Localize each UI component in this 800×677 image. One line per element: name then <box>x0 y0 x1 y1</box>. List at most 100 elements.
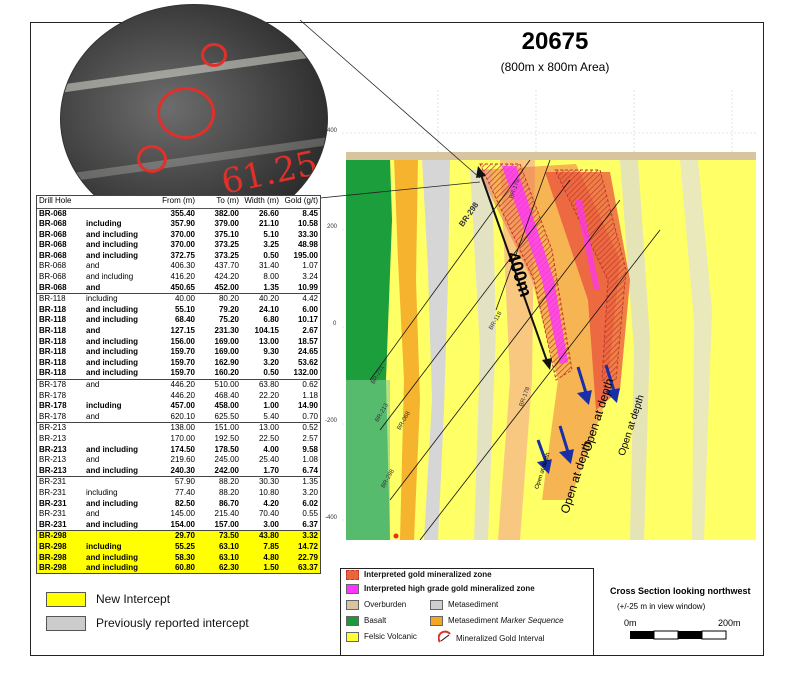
table-cell-gold: 132.00 <box>293 368 318 378</box>
table-cell-width: 0.50 <box>263 250 279 260</box>
table-cell-to: 80.20 <box>197 293 241 305</box>
table-row: BR-298 and including 60.80 62.30 1.50 63.37 <box>37 563 320 574</box>
table-cell-to: 375.10 <box>214 229 239 239</box>
table-cell-width: 5.40 <box>263 411 279 421</box>
table-cell-gold: 22.79 <box>281 552 320 564</box>
table-cell-from: 240.30 <box>170 465 195 475</box>
rock-legend: Interpreted gold mineralized zone Interp… <box>340 568 590 654</box>
table-cell-note: and including <box>86 368 138 378</box>
marker-label: Metasediment Marker Sequence <box>448 616 564 625</box>
table-cell-note: including <box>86 401 122 411</box>
interval-icon <box>438 630 451 643</box>
table-cell-hole: BR-178 <box>37 378 84 391</box>
table-cell-width: 40.20 <box>241 293 281 305</box>
table-row: BR-231 57.90 88.20 30.30 1.35 <box>37 476 320 488</box>
overburden-label: Overburden <box>364 600 407 609</box>
table-cell-note: and including <box>86 347 138 357</box>
table-row: BR-118 and including 55.10 79.20 24.10 6.00 <box>37 305 320 316</box>
table-cell-to: 242.00 <box>214 465 239 475</box>
table-cell-gold: 10.58 <box>297 219 318 229</box>
table-cell-hole: BR-118 <box>39 326 67 336</box>
elevation-label: 400 <box>327 128 338 134</box>
table-cell-hole: BR-178 <box>39 401 67 411</box>
table-cell-note: and including <box>86 336 138 346</box>
table-row: BR-298 29.70 73.50 43.80 3.32 <box>37 530 320 542</box>
table-cell-note: and <box>86 455 100 465</box>
table-cell-gold: 0.70 <box>302 411 318 421</box>
table-cell-from: 174.50 <box>170 444 195 454</box>
table-cell-gold: 53.62 <box>297 357 318 367</box>
table-cell-note: and <box>86 326 101 336</box>
table-cell-hole: BR-298 <box>37 563 84 574</box>
table-cell-width: 25.40 <box>258 455 279 465</box>
table-cell-gold: 2.57 <box>302 433 318 443</box>
table-cell-hole: BR-068 <box>39 272 67 282</box>
table-cell-note: and including <box>86 465 138 475</box>
table-cell-from: 620.10 <box>170 411 195 421</box>
table-cell-gold: 3.20 <box>302 487 318 497</box>
table-cell-width: 9.30 <box>263 347 279 357</box>
table-cell-note <box>84 208 154 219</box>
marker-swatch <box>430 616 443 626</box>
table-cell-width: 13.00 <box>258 336 279 346</box>
table-cell-gold: 6.37 <box>302 519 318 529</box>
table-cell-from: 416.20 <box>170 272 195 282</box>
table-cell-gold: 0.55 <box>302 509 318 519</box>
table-cell-to: 160.20 <box>214 368 239 378</box>
table-cell-width: 6.80 <box>263 315 279 325</box>
table-cell-to: 151.00 <box>197 422 241 434</box>
table-cell-hole: BR-213 <box>37 422 84 434</box>
scale-subtitle: (+/-25 m in view window) <box>617 602 706 611</box>
scale-right-label: 200m <box>718 618 741 628</box>
table-cell-width: 3.00 <box>263 519 279 529</box>
scale-bar <box>630 630 727 640</box>
table-row: BR-068 and including 416.20 424.20 8.00 3.24 <box>37 272 320 283</box>
table-cell-to: 63.10 <box>197 552 241 564</box>
previous-intercept-swatch <box>46 616 86 631</box>
cross-section-drawing <box>342 90 756 540</box>
high-grade-label: Interpreted high grade gold mineralized … <box>364 584 535 593</box>
table-cell-note: and including <box>86 229 138 239</box>
table-cell-gold: 18.57 <box>297 336 318 346</box>
table-cell-width: 1.50 <box>241 563 281 574</box>
table-cell-width: 24.10 <box>258 304 279 314</box>
column-header: From (m) <box>154 196 197 209</box>
table-cell-note: including <box>86 219 122 229</box>
table-cell-note: and including <box>86 272 134 282</box>
table-cell-gold: 3.32 <box>281 530 320 542</box>
column-header <box>84 196 154 209</box>
table-cell-to: 245.00 <box>214 455 239 465</box>
table-cell-to: 73.50 <box>197 530 241 542</box>
table-cell-note: including <box>84 293 154 305</box>
table-cell-gold: 8.45 <box>302 208 318 218</box>
table-cell-hole: BR-068 <box>39 208 67 218</box>
table-cell-hole: BR-068 <box>39 261 67 271</box>
table-cell-to: 79.20 <box>218 304 239 314</box>
table-cell-width: 22.20 <box>258 390 279 400</box>
table-row: BR-118 including 40.00 80.20 40.20 4.42 <box>37 293 320 305</box>
previous-intercept-label: Previously reported intercept <box>96 616 249 630</box>
table-cell-gold: 1.07 <box>302 261 318 271</box>
table-cell-note: and including <box>86 240 138 250</box>
table-row: BR-118 and 127.15 231.30 104.15 2.67 <box>37 326 320 337</box>
table-cell-gold: 4.42 <box>281 293 320 305</box>
table-cell-gold: 9.58 <box>302 444 318 454</box>
table-cell-to: 625.50 <box>214 411 239 421</box>
table-cell-gold: 0.62 <box>281 378 320 391</box>
column-header: Width (m) <box>241 196 281 209</box>
metasediment-label: Metasediment <box>448 600 499 609</box>
table-cell-hole: BR-068 <box>39 240 67 250</box>
table-row: BR-068 355.40 382.00 26.60 8.45 <box>37 208 320 219</box>
table-cell-to: 88.20 <box>197 476 241 488</box>
table-cell-from: 159.70 <box>170 357 195 367</box>
table-cell-width: 26.60 <box>258 208 279 218</box>
table-cell-gold: 14.72 <box>281 541 320 553</box>
overburden-swatch <box>346 600 359 610</box>
table-cell-note <box>84 434 154 445</box>
table-cell-from: 55.10 <box>174 304 195 314</box>
table-cell-to: 424.20 <box>214 272 239 282</box>
table-cell-hole: BR-118 <box>39 336 67 346</box>
scale-left-label: 0m <box>624 618 637 628</box>
table-cell-width: 1.00 <box>263 401 279 411</box>
